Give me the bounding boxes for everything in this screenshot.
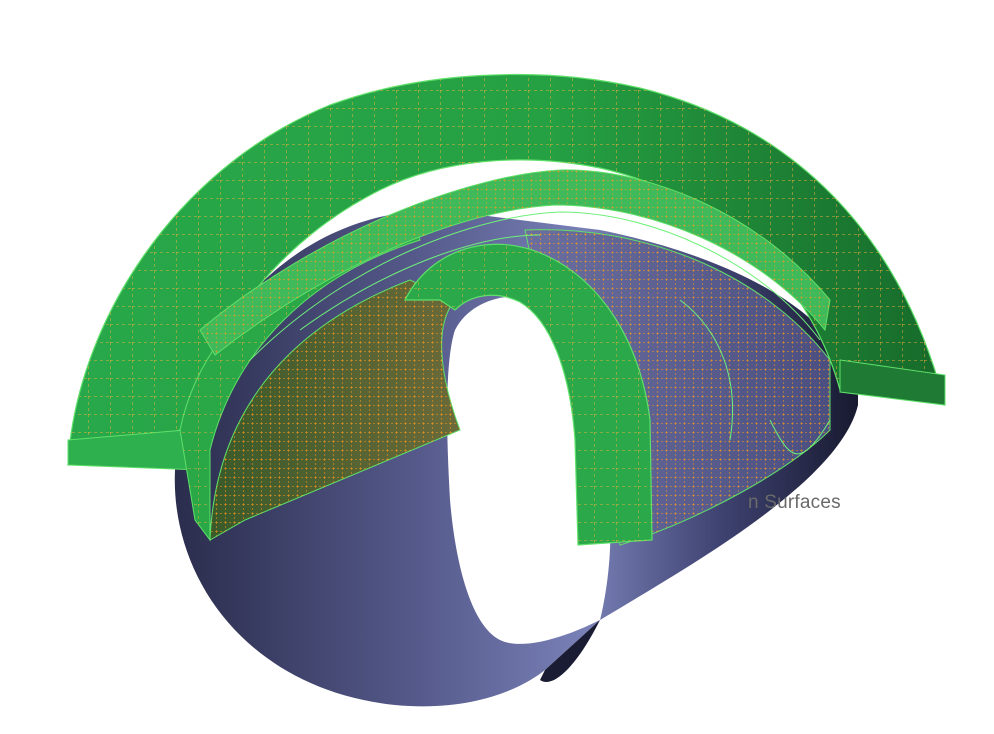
outer-mesh-band: [67, 73, 946, 471]
mesh-edge-lines: [249, 211, 831, 455]
surface-label: n Surfaces: [748, 492, 841, 513]
center-saddle-band: [199, 169, 831, 546]
